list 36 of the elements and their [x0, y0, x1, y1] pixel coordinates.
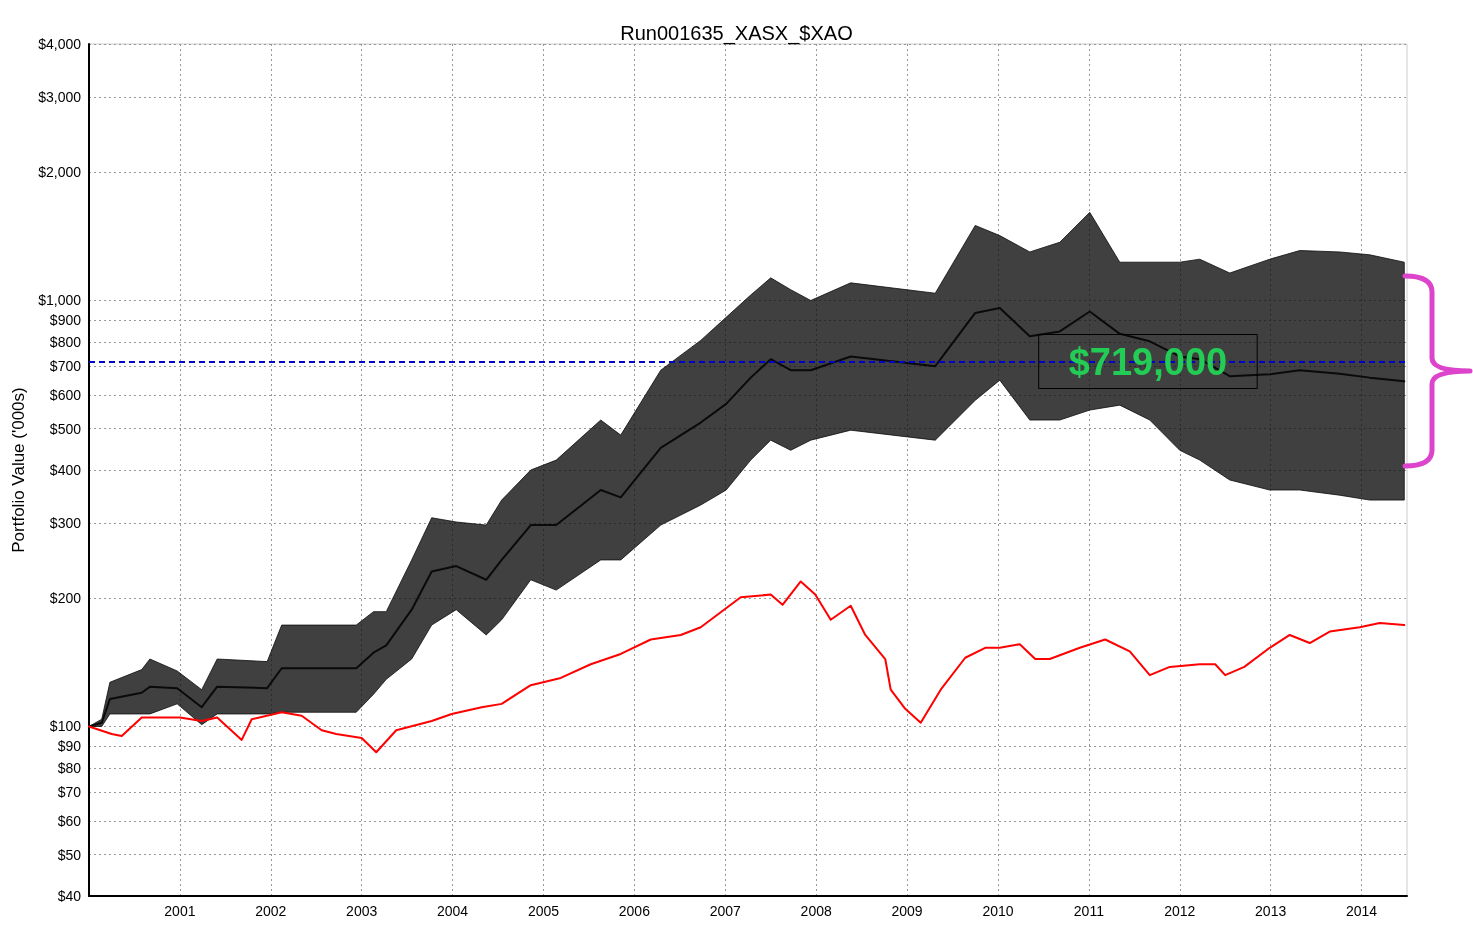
line-series — [88, 580, 1406, 754]
x-tick-label: 2013 — [1255, 903, 1287, 919]
y-tick-label: $1,000 — [38, 292, 82, 309]
y-tick-label: $4,000 — [38, 36, 82, 52]
y-tick-label: $80 — [57, 759, 82, 776]
x-tick-label: 2005 — [527, 903, 560, 919]
y-tick-label: $400 — [49, 462, 82, 478]
y-tick-label: $70 — [57, 784, 82, 801]
y-tick-label: $500 — [49, 420, 82, 437]
x-tick-label: 2011 — [1073, 903, 1105, 919]
x-tick-label: 2001 — [164, 903, 196, 919]
x-tick-label: 2008 — [800, 903, 832, 919]
x-tick-label: 2012 — [1164, 903, 1196, 919]
y-tick-label: $60 — [57, 812, 82, 829]
x-tick-label: 2006 — [618, 903, 651, 919]
chart-title: Run001635_XASX_$XAO — [620, 22, 853, 45]
y-tick-label: $300 — [49, 515, 82, 532]
x-tick-label: 2003 — [346, 903, 378, 919]
x-tick-label: 2014 — [1345, 903, 1378, 919]
y-tick-label: $800 — [49, 333, 82, 350]
y-tick-label: $600 — [49, 386, 82, 403]
y-axis-title: Portfolio Value ('000s) — [9, 387, 29, 553]
x-tick-label: 2009 — [891, 903, 923, 919]
x-tick-label: 2007 — [709, 903, 742, 919]
y-tick-label: $700 — [49, 358, 82, 375]
y-tick-label: $2,000 — [38, 164, 82, 181]
y-tick-label: $40 — [57, 888, 82, 904]
y-tick-label: $100 — [49, 718, 82, 735]
x-tick-label: 2002 — [255, 903, 287, 919]
y-tick-label: $3,000 — [38, 89, 82, 106]
y-tick-label: $50 — [57, 846, 82, 863]
x-tick-label: 2010 — [982, 903, 1014, 919]
y-tick-label: $90 — [57, 737, 82, 754]
y-tick-label: $200 — [49, 590, 82, 607]
y-tick-label: $900 — [49, 311, 82, 328]
x-tick-label: 2004 — [437, 903, 469, 919]
